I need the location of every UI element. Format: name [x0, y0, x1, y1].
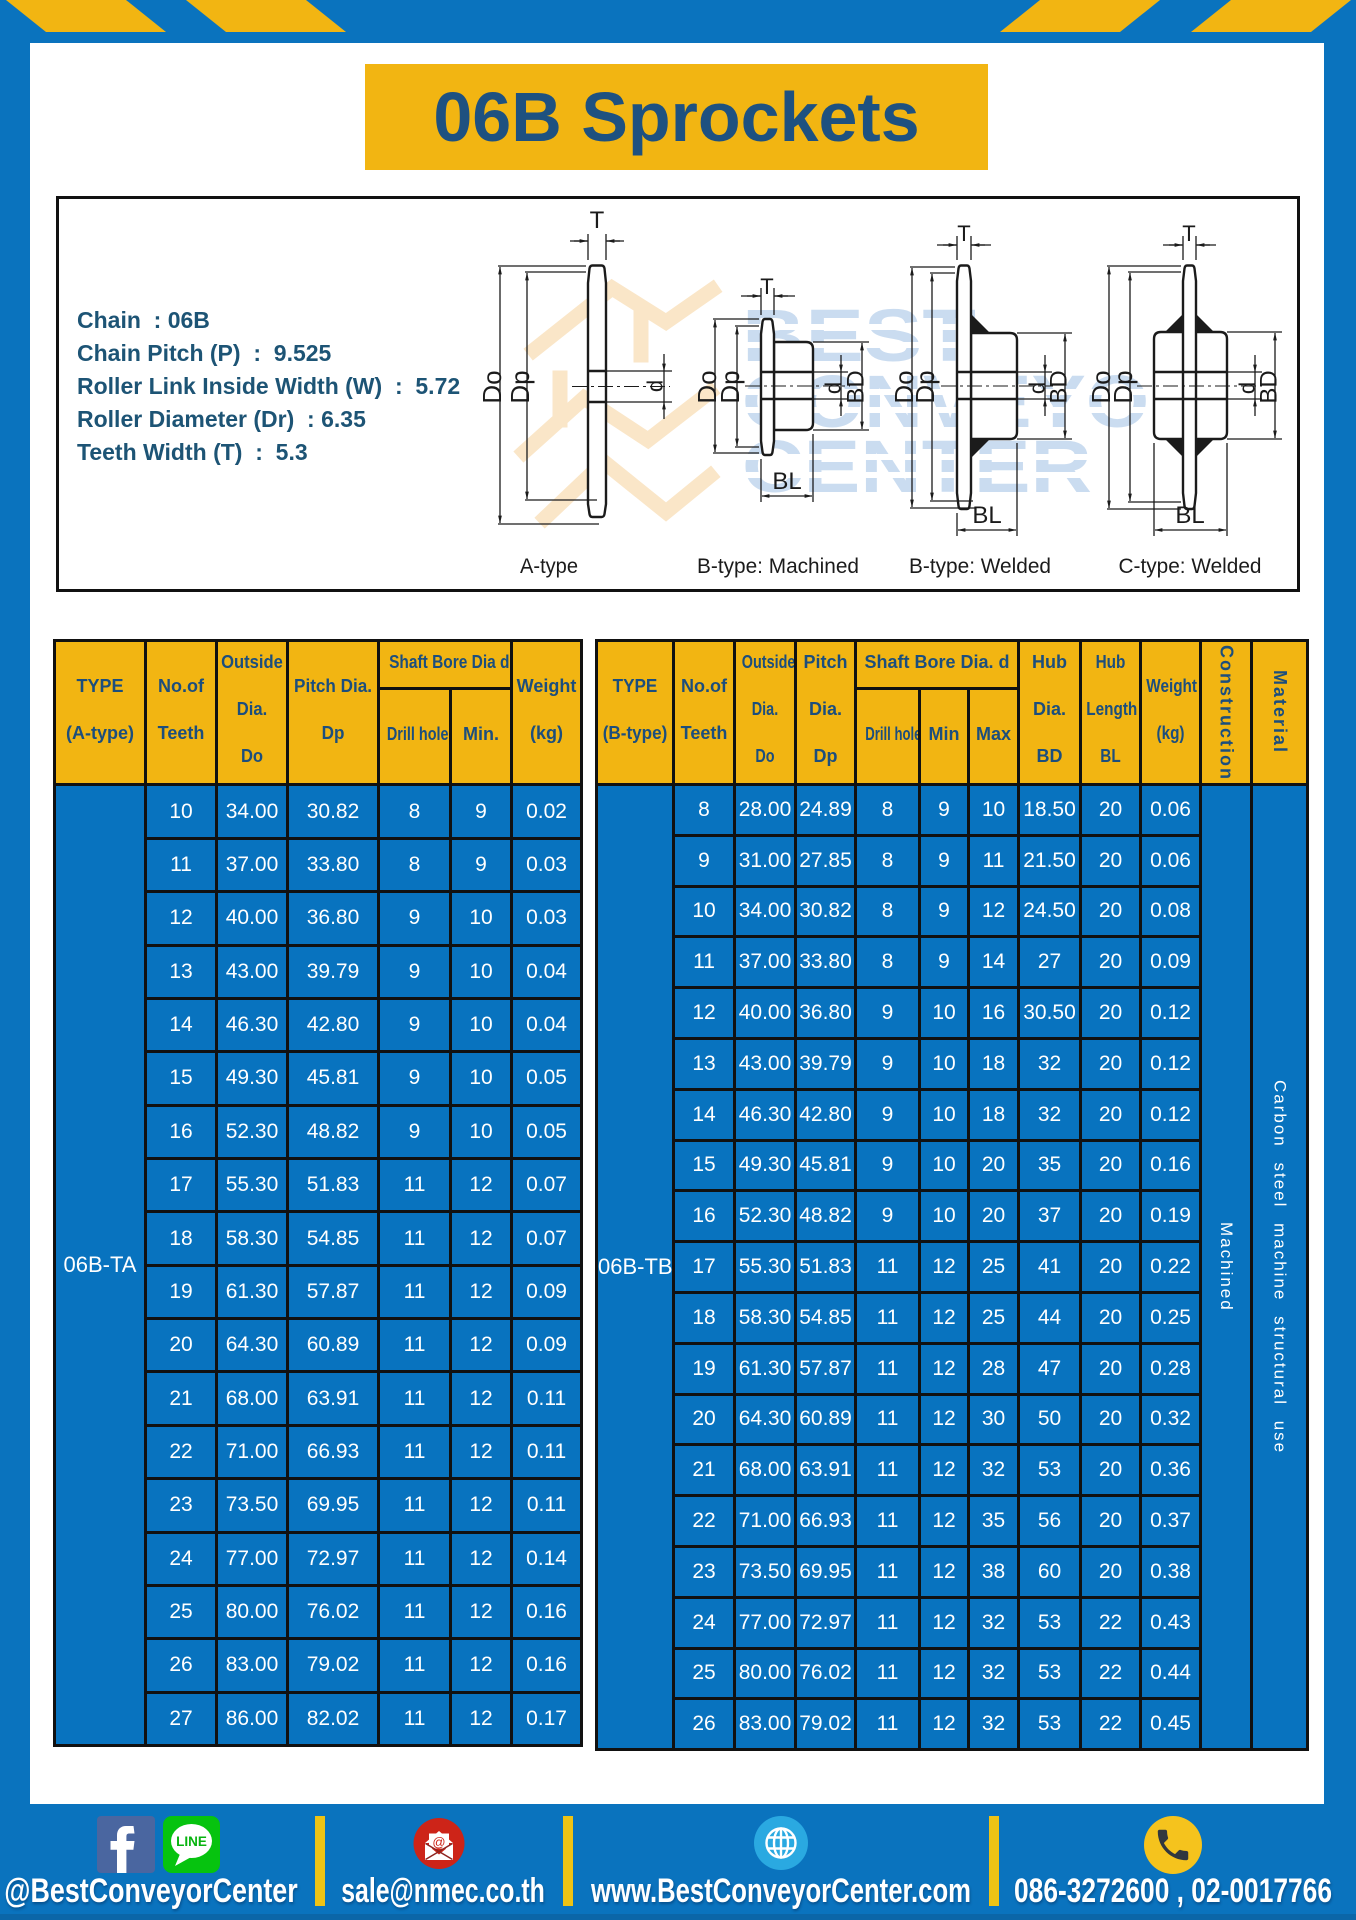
svg-text:A-type: A-type: [520, 555, 578, 578]
svg-text:T: T: [760, 274, 773, 299]
svg-text:Do: Do: [1086, 370, 1116, 403]
svg-text:Do: Do: [889, 370, 919, 403]
svg-text:T: T: [1182, 221, 1195, 246]
svg-text:@: @: [432, 1835, 445, 1850]
svg-text:Dp: Dp: [910, 370, 940, 403]
svg-text:d: d: [1025, 382, 1050, 394]
svg-text:Dp: Dp: [1108, 370, 1138, 403]
svg-text:Do: Do: [692, 370, 722, 403]
svg-text:d: d: [643, 380, 668, 392]
svg-text:B-type: Welded: B-type: Welded: [909, 555, 1051, 578]
svg-text:T: T: [957, 221, 970, 246]
svg-text:T: T: [590, 207, 605, 234]
svg-text:BD: BD: [843, 370, 870, 403]
svg-text:BL: BL: [772, 468, 801, 495]
svg-text:d: d: [1235, 382, 1260, 394]
svg-text:Dp: Dp: [505, 370, 535, 403]
svg-text:BL: BL: [1175, 502, 1204, 529]
svg-text:Dp: Dp: [715, 370, 745, 403]
svg-text:B-type: Machined: B-type: Machined: [697, 555, 859, 578]
svg-text:C-type: Welded: C-type: Welded: [1119, 555, 1262, 578]
svg-text:BD: BD: [1046, 370, 1073, 403]
svg-text:LINE: LINE: [176, 1834, 207, 1849]
svg-text:BL: BL: [972, 502, 1001, 529]
svg-text:Do: Do: [477, 370, 507, 403]
svg-text:BD: BD: [1256, 370, 1283, 403]
svg-text:d: d: [821, 382, 846, 394]
